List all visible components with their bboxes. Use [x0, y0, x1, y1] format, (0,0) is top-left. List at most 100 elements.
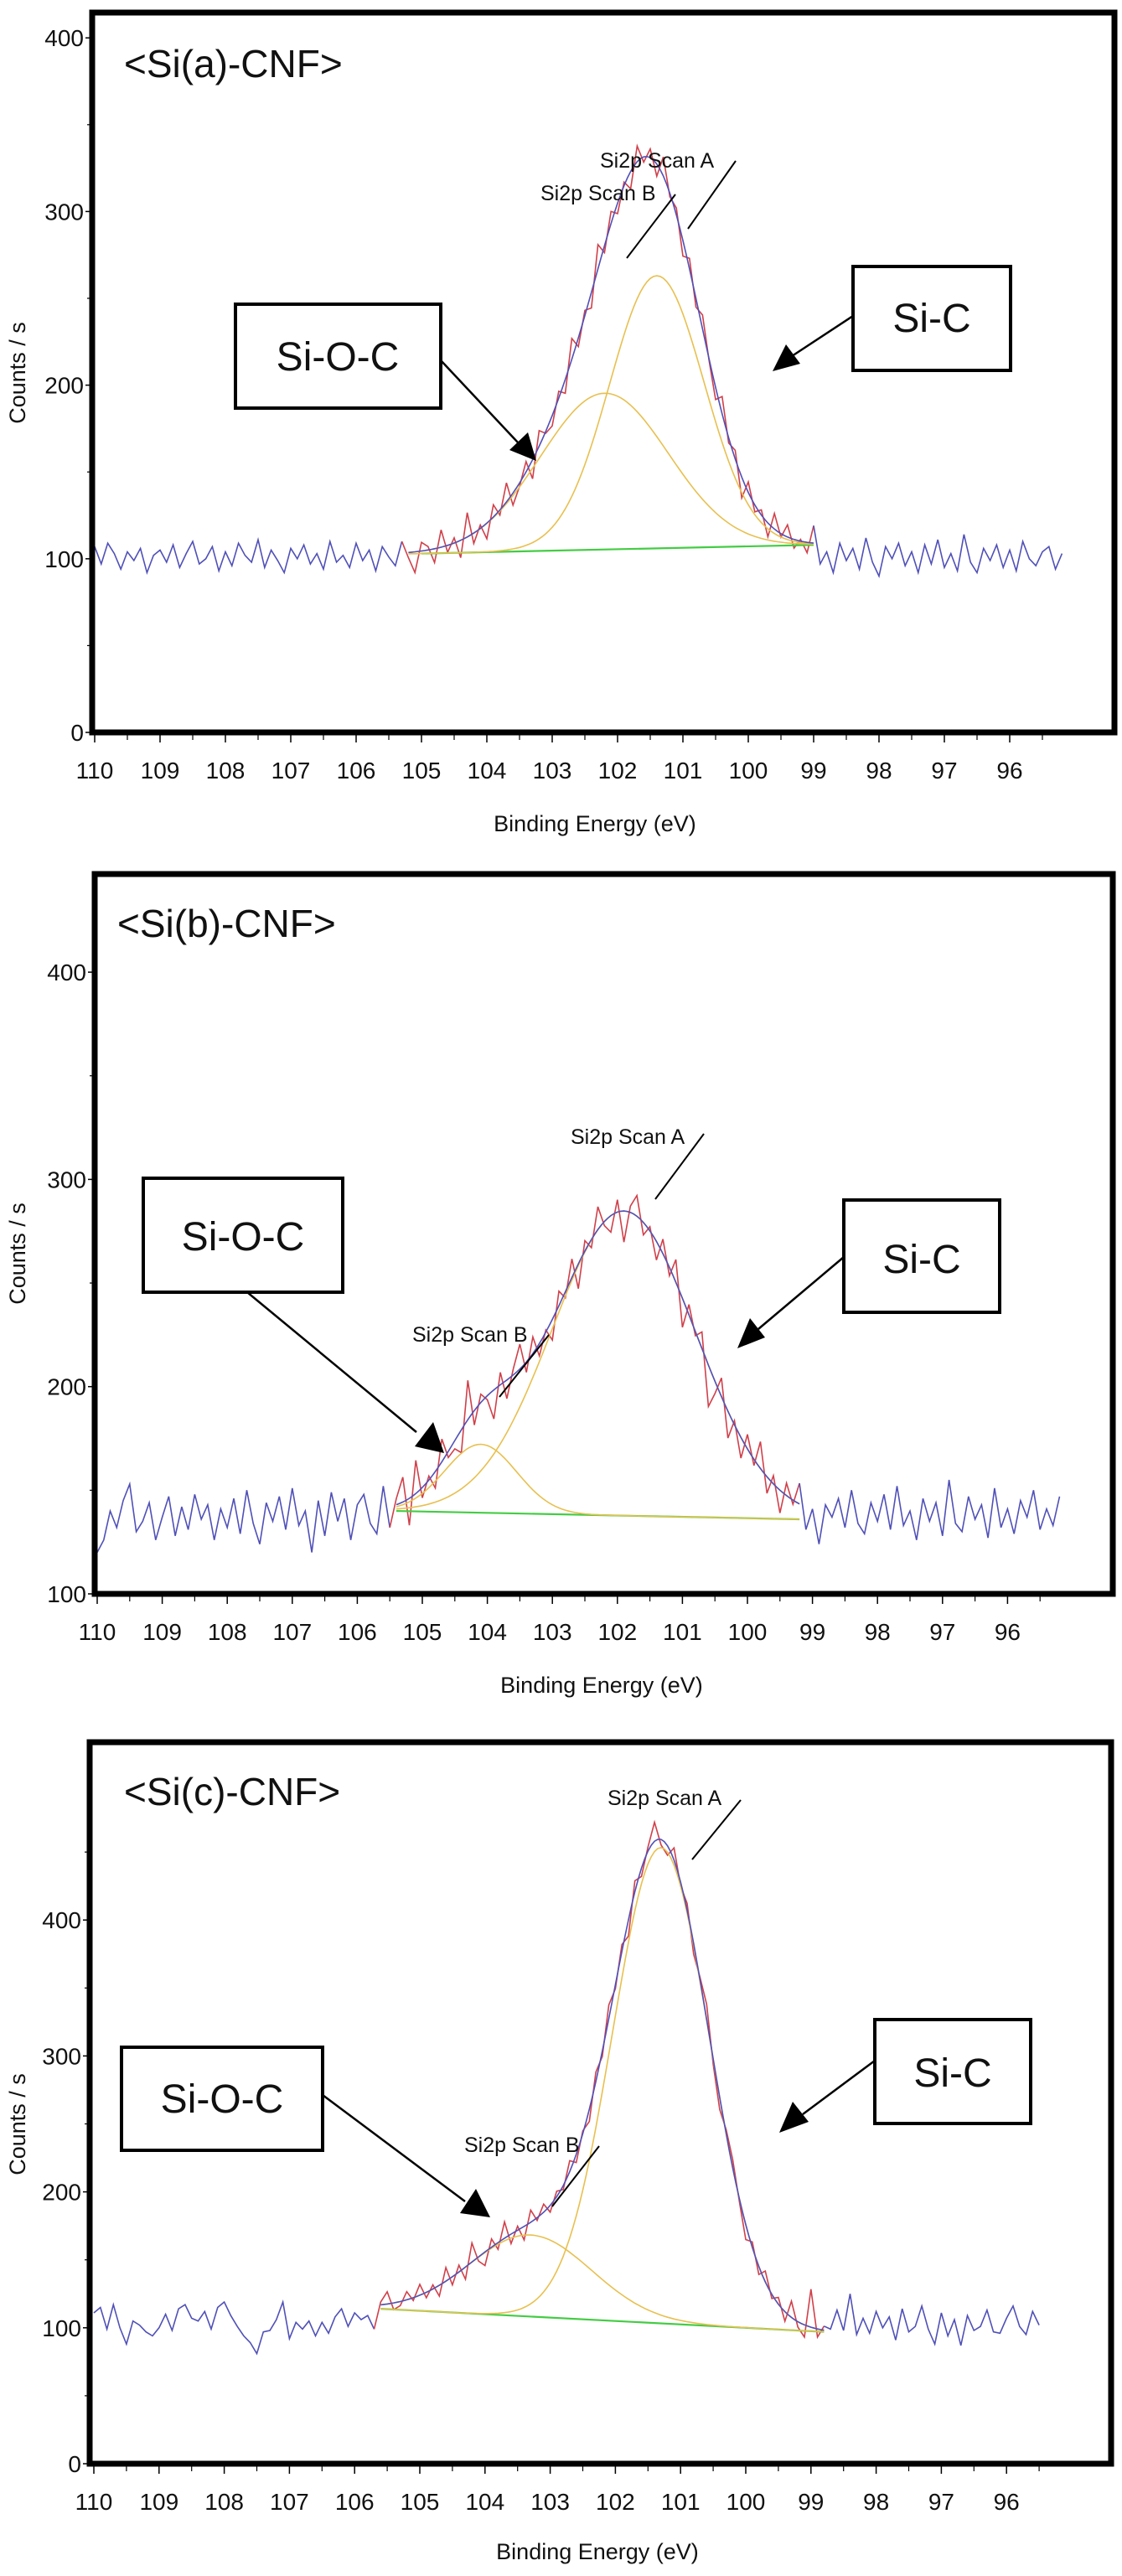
x-tick-label: 109: [142, 1619, 182, 1645]
arrow-line-si-c: [802, 2059, 876, 2116]
panel-title: <Si(c)-CNF>: [124, 1770, 340, 1813]
x-tick-label: 109: [139, 2489, 178, 2515]
scan-b-leader: [626, 194, 676, 259]
raw-spectrum-line: [94, 536, 403, 576]
raw-spectrum-fit-region: [389, 1193, 800, 1529]
y-tick-label: 300: [44, 199, 84, 225]
x-tick-label: 96: [996, 758, 1022, 784]
y-tick-label: 0: [68, 2451, 81, 2477]
plot-frame: [86, 1739, 1114, 2467]
panel-marks: [93, 1819, 1040, 2356]
component-si-c: [396, 1210, 800, 1510]
x-tick-label: 96: [995, 1619, 1021, 1645]
x-axis-title: Binding Energy (eV): [494, 811, 696, 836]
x-tick-label: 108: [208, 1619, 247, 1645]
raw-spectrum-fit-region: [401, 143, 814, 575]
label-box-si-c: Si-C: [851, 265, 1012, 372]
x-tick-label: 100: [726, 2489, 766, 2515]
y-axis-title: Counts / s: [5, 2073, 30, 2175]
x-tick-label: 97: [929, 1619, 955, 1645]
raw-spectrum-line: [824, 2294, 1040, 2346]
box-label-si-c: Si-C: [892, 297, 970, 341]
x-tick-label: 98: [865, 1619, 891, 1645]
raw-spectrum-line: [799, 1479, 1061, 1544]
y-tick-label: 400: [44, 25, 84, 51]
x-tick-label: 104: [465, 2489, 504, 2515]
box-label-si-o-c: Si-O-C: [182, 1215, 305, 1260]
x-tick-label: 105: [402, 758, 442, 784]
y-tick-label: 100: [47, 1581, 86, 1607]
x-tick-label: 104: [468, 1619, 507, 1645]
raw-spectrum-line: [96, 1481, 390, 1553]
x-tick-label: 104: [468, 758, 507, 784]
x-tick-label: 103: [530, 2489, 570, 2515]
x-tick-label: 110: [75, 2489, 113, 2515]
x-tick-label: 99: [798, 2489, 824, 2515]
panel-si-c-cnf: <Si(c)-CNF> Binding Energy (eV) Counts /…: [5, 1739, 1114, 2564]
panel-marks: [94, 143, 1063, 578]
x-axis-title: Binding Energy (eV): [500, 1673, 703, 1698]
y-tick-label: 100: [42, 2315, 81, 2341]
y-tick-label: 200: [42, 2180, 81, 2206]
x-tick-label: 109: [141, 758, 180, 784]
y-tick-label: 300: [47, 1166, 86, 1192]
label-box-si-o-c: Si-O-C: [142, 1177, 344, 1294]
plot-frame: [89, 9, 1118, 736]
arrow-head-si-c: [779, 2102, 809, 2133]
y-tick-label: 200: [44, 373, 84, 399]
panel-title: <Si(b)-CNF>: [117, 902, 336, 945]
y-tick-label: 200: [47, 1374, 86, 1400]
arrow-head-si-o-c: [460, 2189, 490, 2217]
x-tick-label: 96: [994, 2489, 1020, 2515]
fit-envelope: [380, 1839, 825, 2331]
x-tick-label: 108: [206, 758, 246, 784]
label-box-si-o-c: Si-O-C: [234, 303, 442, 410]
arrow-head-si-c: [737, 1318, 765, 1348]
panel-title: <Si(a)-CNF>: [124, 42, 343, 85]
arrow-line-si-o-c: [322, 2093, 466, 2203]
component-si-o-c: [380, 2234, 825, 2333]
scan-b-label: Si2p Scan B: [412, 1323, 528, 1347]
box-label-si-c: Si-C: [913, 2051, 991, 2096]
y-tick-label: 400: [47, 960, 86, 985]
component-si-c: [380, 1846, 825, 2331]
arrow-line-si-o-c: [440, 360, 519, 443]
scan-a-leader: [687, 160, 737, 230]
arrow-head-si-o-c: [509, 432, 536, 461]
y-tick-label: 300: [42, 2043, 81, 2069]
x-tick-label: 107: [271, 758, 311, 784]
scan-a-leader: [691, 1799, 742, 1860]
component-si-c: [408, 275, 814, 555]
x-tick-label: 97: [928, 2489, 954, 2515]
scan-a-label: Si2p Scan A: [608, 1787, 722, 1810]
x-tick-label: 98: [866, 758, 892, 784]
x-tick-label: 98: [863, 2489, 889, 2515]
y-tick-label: 400: [42, 1907, 81, 1933]
box-label-si-o-c: Si-O-C: [277, 335, 400, 380]
scan-a-label: Si2p Scan A: [600, 149, 715, 173]
y-axis-title: Counts / s: [5, 322, 30, 424]
x-tick-label: 106: [337, 758, 376, 784]
x-tick-label: 108: [204, 2489, 244, 2515]
component-si-o-c: [396, 1443, 800, 1520]
x-tick-label: 102: [596, 2489, 635, 2515]
x-tick-label: 102: [597, 1619, 637, 1645]
x-tick-label: 103: [533, 1619, 572, 1645]
arrow-line-si-c: [757, 1256, 845, 1330]
scan-b-leader: [499, 1334, 550, 1398]
panel-si-a-cnf: <Si(a)-CNF> Binding Energy (eV) Counts /…: [5, 9, 1118, 836]
raw-spectrum-line: [813, 525, 1063, 578]
panel-marks: [96, 1193, 1061, 1553]
fit-envelope: [396, 1210, 800, 1506]
x-tick-label: 101: [663, 1619, 702, 1645]
plot-frame: [91, 871, 1116, 1597]
arrow-head-si-c: [773, 344, 800, 371]
x-tick-label: 106: [338, 1619, 377, 1645]
x-tick-label: 110: [76, 758, 114, 784]
x-tick-label: 107: [272, 1619, 312, 1645]
x-tick-label: 107: [270, 2489, 309, 2515]
scan-b-label: Si2p Scan B: [464, 2134, 580, 2157]
x-tick-label: 99: [800, 758, 826, 784]
raw-spectrum-line: [93, 2299, 375, 2356]
